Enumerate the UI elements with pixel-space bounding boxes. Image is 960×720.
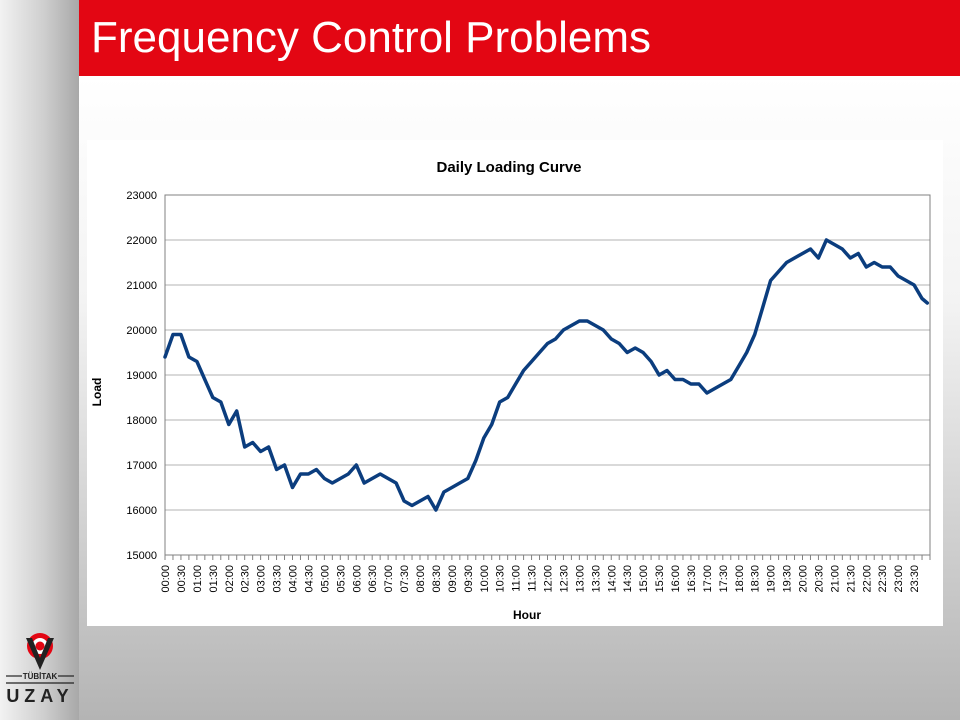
- x-tick-label: 09:30: [463, 565, 475, 593]
- y-tick-label: 22000: [126, 235, 157, 247]
- y-axis-ticks: 15000 16000 17000 18000 19000 20000 21000 22000…: [126, 190, 157, 562]
- x-axis-label: Hour: [513, 608, 541, 622]
- x-tick-label: 07:00: [383, 565, 395, 593]
- x-tick-label: 17:30: [718, 565, 730, 593]
- x-tick-label: 05:30: [335, 565, 347, 593]
- x-tick-label: 19:00: [766, 565, 778, 593]
- y-tick-label: 15000: [126, 550, 157, 562]
- x-tick-label: 03:30: [272, 565, 284, 593]
- x-tick-label: 19:30: [782, 565, 794, 593]
- x-tick-label: 08:30: [431, 565, 443, 593]
- logo-top-text: TÜBİTAK: [23, 672, 58, 681]
- x-tick-label: 18:00: [734, 565, 746, 593]
- x-tick-label: 05:00: [319, 565, 331, 593]
- x-tick-label: 21:30: [845, 565, 857, 593]
- x-tick-label: 15:00: [638, 565, 650, 593]
- slide-title: Frequency Control Problems: [91, 13, 652, 62]
- y-tick-label: 18000: [126, 415, 157, 427]
- chart-panel: Daily Loading Curve 15000 16000 17000 18000…: [87, 140, 943, 626]
- title-bar: Frequency Control Problems: [79, 0, 960, 76]
- x-tick-label: 13:30: [590, 565, 602, 593]
- x-tick-label: 00:30: [176, 565, 188, 593]
- x-tick-label: 15:30: [654, 565, 666, 593]
- x-tick-label: 04:00: [288, 565, 300, 593]
- y-tick-label: 19000: [126, 370, 157, 382]
- x-tick-label: 03:00: [256, 565, 268, 593]
- x-tick-label: 01:00: [192, 565, 204, 593]
- x-tick-label: 06:00: [351, 565, 363, 593]
- x-tick-label: 16:00: [670, 565, 682, 593]
- x-tick-label: 21:00: [829, 565, 841, 593]
- x-tick-label: 06:30: [367, 565, 379, 593]
- x-tick-label: 17:00: [702, 565, 714, 593]
- x-tick-label: 11:30: [527, 565, 539, 592]
- y-tick-label: 23000: [126, 190, 157, 202]
- x-tick-label: 00:00: [160, 565, 172, 593]
- x-tick-label: 01:30: [208, 565, 220, 593]
- series-line-load: [163, 238, 930, 512]
- x-tick-label: 16:30: [686, 565, 698, 593]
- x-tick-label: 23:00: [893, 565, 905, 593]
- tubitak-emblem-icon: [26, 633, 54, 670]
- x-tick-label: 23:30: [909, 565, 921, 593]
- x-tick-label: 20:00: [798, 565, 810, 593]
- x-tick-label: 10:00: [479, 565, 491, 593]
- tubitak-uzay-logo: TÜBİTAK UZAY: [6, 633, 74, 706]
- logo-bottom-text: UZAY: [6, 686, 73, 706]
- x-tick-label: 09:00: [447, 565, 459, 593]
- plot-area-frame: [164, 194, 931, 556]
- x-tick-label: 22:30: [877, 565, 889, 593]
- x-axis-ticks: 00:00 00:30 01:00 01:30 02:00 02:30 03:00 03:30…: [160, 555, 931, 593]
- x-tick-label: 10:30: [495, 565, 507, 593]
- x-tick-label: 07:30: [399, 565, 411, 593]
- x-tick-label: 12:00: [543, 565, 555, 593]
- y-tick-label: 20000: [126, 325, 157, 337]
- x-tick-label: 08:00: [415, 565, 427, 593]
- x-tick-label: 11:00: [511, 565, 523, 592]
- y-tick-label: 16000: [126, 505, 157, 517]
- y-tick-label: 21000: [126, 280, 157, 292]
- chart-title: Daily Loading Curve: [436, 159, 581, 176]
- x-tick-label: 20:30: [813, 565, 825, 593]
- x-tick-label: 12:30: [558, 565, 570, 593]
- x-tick-label: 22:00: [861, 565, 873, 593]
- daily-loading-chart: Daily Loading Curve 15000 16000 17000 18000…: [90, 159, 931, 622]
- x-tick-label: 04:30: [303, 565, 315, 593]
- x-tick-label: 02:00: [224, 565, 236, 593]
- x-tick-label: 13:00: [574, 565, 586, 593]
- x-tick-label: 14:30: [622, 565, 634, 593]
- gridlines: [165, 239, 930, 511]
- left-sidebar-gradient: [0, 0, 79, 720]
- y-tick-label: 17000: [126, 460, 157, 472]
- x-tick-label: 14:00: [606, 565, 618, 593]
- y-axis-label: Load: [90, 378, 104, 407]
- x-tick-label: 02:30: [240, 565, 252, 593]
- x-tick-label: 18:30: [750, 565, 762, 593]
